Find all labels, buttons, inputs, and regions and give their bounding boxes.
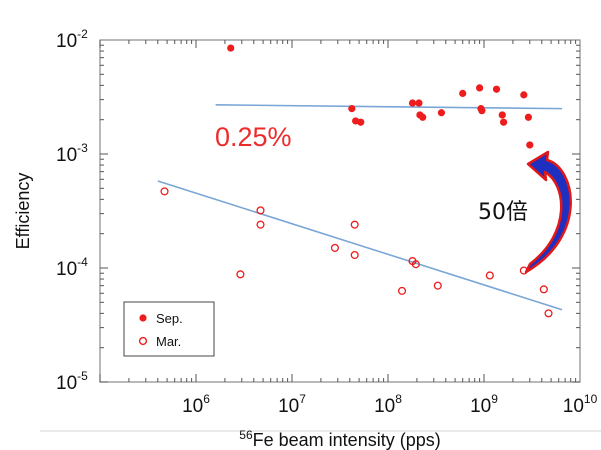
x-axis-label-text: Fe beam intensity (pps) — [253, 430, 441, 450]
data-point-sep — [499, 118, 508, 126]
y-axis-label: Efficiency — [13, 173, 33, 250]
plot-area-border — [99, 39, 581, 383]
data-point-mar — [160, 187, 169, 196]
legend-label-sep: Sep. — [156, 311, 183, 326]
x-tick-label-base: 10 — [374, 396, 395, 417]
data-point-sep — [476, 84, 484, 92]
data-point-sep — [526, 141, 534, 149]
y-tick-label-exponent: -4 — [77, 255, 88, 269]
x-tick-label-exponent: 7 — [299, 392, 306, 406]
data-point-mar — [330, 243, 339, 252]
y-tick-label-exponent: -3 — [77, 141, 88, 155]
y-tick-label-base: 10 — [56, 31, 77, 52]
x-tick-label: 108 — [374, 392, 402, 417]
data-point-mar — [256, 220, 265, 229]
y-tick-label: 10-2 — [56, 27, 88, 52]
x-tick-label-base: 10 — [278, 396, 299, 417]
ratio-arrow — [524, 150, 572, 274]
ratio-annotation: 50倍 — [478, 200, 528, 225]
data-point-sep — [419, 113, 427, 121]
legend-box — [123, 301, 215, 357]
x-tick-label: 109 — [470, 392, 498, 417]
data-point-mar — [397, 286, 407, 295]
y-tick-label: 10-4 — [56, 255, 88, 280]
data-point-mar — [411, 260, 420, 269]
data-point-mar — [485, 271, 494, 280]
data-point-mar — [350, 220, 359, 229]
legend-marker-mar — [138, 336, 148, 346]
ratio-arrow-shape — [524, 150, 572, 274]
legend-marker-sep — [139, 314, 147, 322]
data-point-sep — [415, 99, 423, 107]
x-axis-label-superscript: 56 — [239, 428, 253, 442]
plot-frame — [99, 39, 581, 383]
x-tick-label-base: 10 — [563, 396, 584, 417]
x-tick-label: 107 — [278, 392, 306, 417]
x-tick-label-base: 10 — [470, 396, 491, 417]
data-point-sep — [437, 109, 446, 117]
data-point-mar — [433, 281, 442, 290]
data-point-sep — [524, 113, 532, 121]
data-point-mar — [236, 270, 245, 279]
x-axis-label: 56Fe beam intensity (pps) — [239, 428, 440, 450]
data-point-sep — [459, 89, 467, 98]
x-tick-label: 106 — [182, 392, 210, 417]
fit-line-sep — [215, 104, 563, 110]
data-point-sep — [408, 99, 417, 107]
data-point-sep — [492, 85, 501, 93]
data-point-sep — [357, 118, 365, 126]
fit-line-mar — [157, 180, 563, 311]
fit-lines-layer — [157, 104, 563, 311]
y-tick-label-exponent: -5 — [77, 369, 88, 383]
data-point-sep — [348, 105, 356, 113]
legend-label-mar: Mar. — [156, 334, 181, 349]
data-point-sep — [478, 107, 486, 115]
data-point-mar — [256, 206, 265, 215]
y-tick-label: 10-3 — [56, 141, 88, 166]
data-point-mar — [544, 309, 553, 318]
y-tick-label: 10-5 — [56, 369, 88, 394]
data-point-mar — [350, 250, 359, 260]
y-tick-label-exponent: -2 — [77, 27, 88, 41]
data-points-layer — [160, 44, 553, 318]
y-tick-label-base: 10 — [56, 145, 77, 166]
legend: Sep. Mar. — [123, 301, 215, 357]
x-tick-label-base: 10 — [182, 396, 203, 417]
data-point-sep — [520, 91, 528, 99]
data-point-sep — [227, 44, 235, 52]
data-point-sep — [498, 111, 506, 119]
x-tick-label-exponent: 10 — [584, 392, 598, 406]
data-point-mar — [539, 285, 548, 294]
y-tick-label-base: 10 — [56, 373, 77, 394]
y-tick-label-base: 10 — [56, 259, 77, 280]
x-tick-label-exponent: 6 — [203, 392, 210, 406]
x-tick-label: 1010 — [563, 392, 598, 417]
percent-annotation: 0.25% — [215, 122, 292, 152]
x-tick-label-exponent: 9 — [491, 392, 498, 406]
x-tick-label-exponent: 8 — [395, 392, 402, 406]
